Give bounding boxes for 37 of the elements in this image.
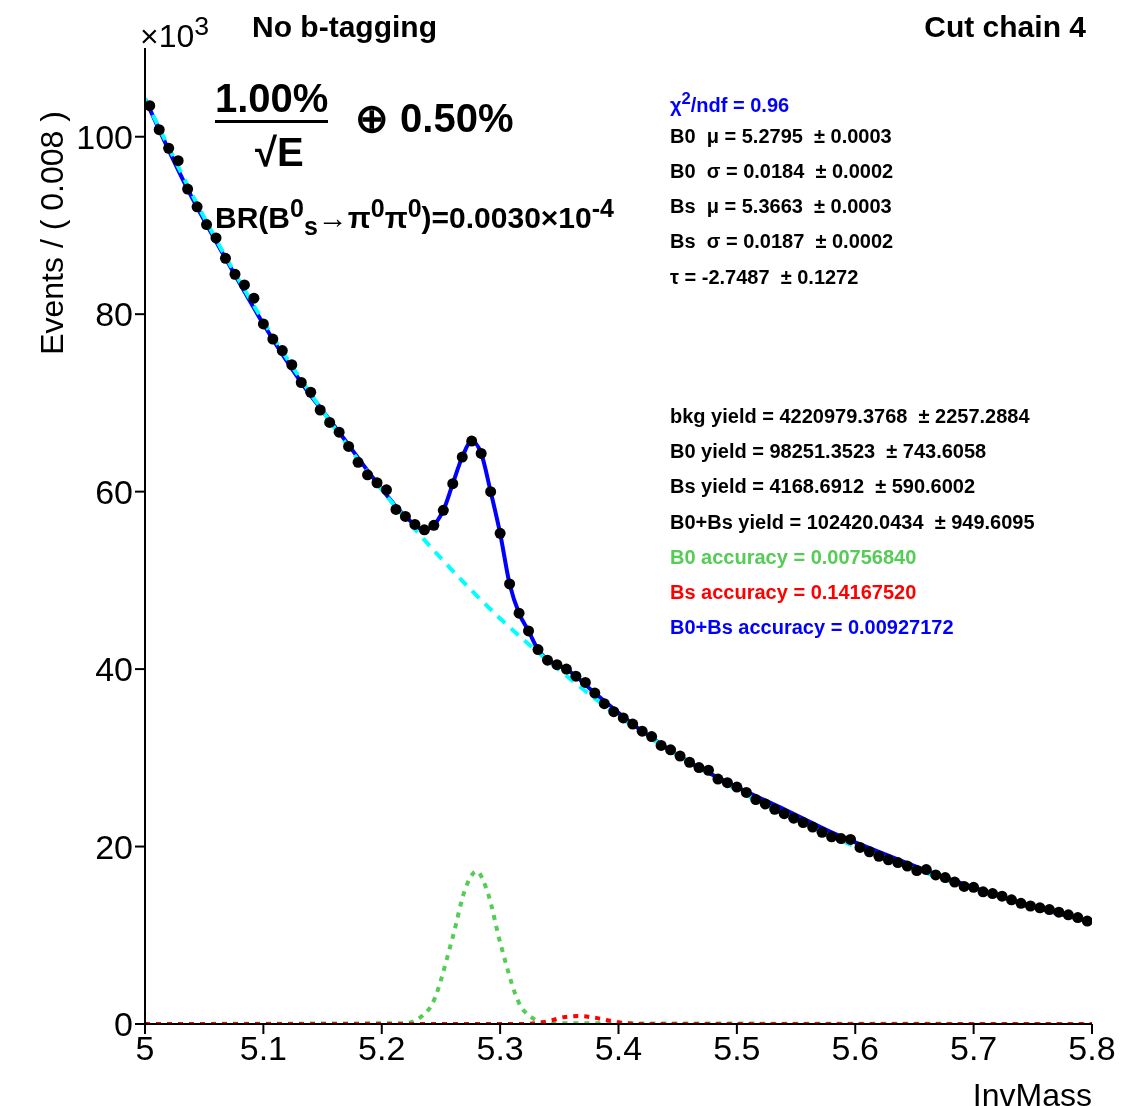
annotation: ×10$^{3}$	[140, 11, 210, 54]
annotation: τ = -2.7487 ± 0.1272	[670, 266, 859, 288]
annotation: χ$^{2}$/ndf = 0.96	[670, 89, 790, 116]
x-tick-label: 5	[135, 1029, 155, 1068]
annotation: √E	[255, 130, 304, 174]
text: BR(B$^{0}$$_{s}$→π$^{0}$π$^{0}$)=0.0030×10$^{-4}$	[215, 194, 614, 240]
annotation: B0+Bs accuracy = 0.00927172	[670, 616, 954, 638]
x-tick-label: 5.8	[1068, 1029, 1116, 1068]
annotation: Bs accuracy = 0.14167520	[670, 581, 917, 603]
annotation: B0 yield = 98251.3523 ± 743.6058	[670, 440, 987, 462]
x-tick-label: 5.4	[594, 1029, 643, 1068]
annotation: bkg yield = 4220979.3768 ± 2257.2884	[670, 405, 1030, 427]
y-tick-label: 40	[95, 650, 133, 689]
x-tick-label: 5.1	[239, 1029, 288, 1068]
annotation: B0 μ = 5.2795 ± 0.0003	[670, 125, 892, 147]
annotation: ⊕ 0.50%	[355, 96, 514, 140]
y-tick-label: 60	[95, 472, 133, 511]
annotation: B0 accuracy = 0.00756840	[670, 546, 917, 568]
chart-title: No b-tagging	[252, 10, 437, 44]
y-tick-label: 20	[95, 827, 133, 866]
annotation: B0+Bs yield = 102420.0434 ± 949.6095	[670, 511, 1035, 533]
annotation: Bs μ = 5.3663 ± 0.0003	[670, 195, 892, 217]
x-tick-label: 5.2	[358, 1029, 406, 1068]
chart-subtitle: Cut chain 4	[924, 10, 1086, 44]
x-tick-label: 5.3	[476, 1029, 524, 1068]
y-tick-label: 80	[95, 295, 133, 334]
annotation: Bs σ = 0.0187 ± 0.0002	[670, 230, 894, 252]
x-tick-label: 5.7	[949, 1029, 998, 1068]
y-axis-title: Events / ( 0.008 )	[33, 111, 70, 355]
annotation: Bs yield = 4168.6912 ± 590.6002	[670, 475, 976, 497]
x-tick-label: 5.5	[713, 1029, 761, 1068]
annotation: B0 σ = 0.0184 ± 0.0002	[670, 160, 894, 182]
y-tick-label: 100	[76, 117, 133, 156]
annotation: 1.00%	[215, 76, 329, 123]
x-axis-title: InvMass	[972, 1077, 1092, 1106]
x-tick-label: 5.6	[831, 1029, 879, 1068]
y-tick-label: 0	[114, 1005, 133, 1044]
